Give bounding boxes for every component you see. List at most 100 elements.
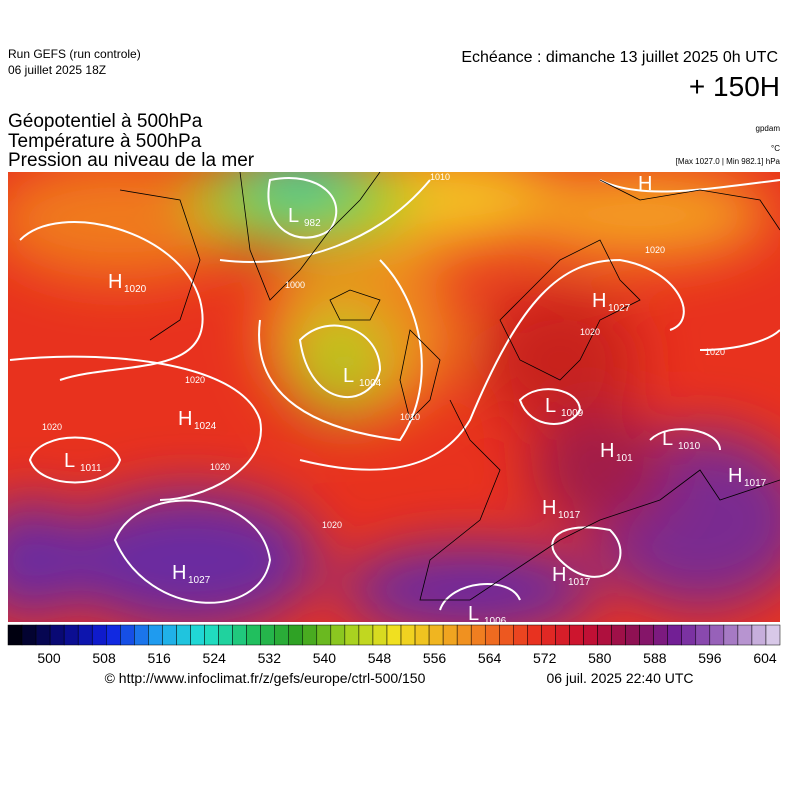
center-type: H bbox=[108, 271, 122, 293]
colorbar-label: 588 bbox=[643, 650, 667, 666]
center-pressure: 1024 bbox=[194, 421, 217, 432]
colorbar-label: 572 bbox=[533, 650, 557, 666]
center-pressure: 1009 bbox=[561, 408, 584, 419]
colorbar-swatch bbox=[77, 624, 93, 646]
unit: [Max 1027.0 | Min 982.1] hPa bbox=[676, 157, 781, 166]
colorbar-swatch bbox=[49, 624, 65, 646]
unit: °C bbox=[771, 144, 780, 153]
isobar-label: 1010 bbox=[430, 172, 450, 182]
colorbar-swatch bbox=[260, 624, 275, 646]
colorbar-label: 580 bbox=[588, 650, 612, 666]
colorbar-swatch bbox=[400, 624, 416, 646]
colorbar-label: 596 bbox=[698, 650, 722, 666]
colorbar-swatch bbox=[330, 624, 346, 646]
colorbar-swatch bbox=[63, 624, 79, 646]
center-type: L bbox=[343, 365, 354, 387]
colorbar-swatch bbox=[751, 624, 767, 646]
colorbar-swatch bbox=[414, 624, 430, 646]
colorbar-swatch bbox=[456, 624, 472, 646]
colorbar-swatch bbox=[106, 624, 121, 646]
center-pressure: 1006 bbox=[484, 616, 507, 627]
colorbar-swatch bbox=[344, 624, 360, 646]
colorbar-swatch bbox=[91, 624, 107, 646]
center-type: H bbox=[172, 562, 186, 584]
isobar-label: 1010 bbox=[400, 412, 420, 422]
colorbar-swatch bbox=[7, 624, 23, 646]
colorbar-swatch bbox=[190, 624, 205, 646]
colorbar-swatch bbox=[653, 624, 668, 646]
colorbar-swatch bbox=[176, 624, 191, 646]
colorbar-swatch bbox=[386, 624, 402, 646]
isobar-label: 1000 bbox=[285, 280, 305, 290]
colorbar-swatch bbox=[246, 624, 261, 646]
center-pressure: 1010 bbox=[678, 441, 701, 452]
center-type: L bbox=[288, 205, 299, 227]
colorbar-label: 564 bbox=[478, 650, 502, 666]
colorbar-swatch bbox=[35, 624, 51, 646]
colorbar-swatch bbox=[569, 624, 584, 646]
colorbar-swatch bbox=[484, 624, 500, 646]
colorbar-swatch bbox=[148, 624, 163, 646]
colorbar-swatch bbox=[723, 624, 739, 646]
colorbar-swatch bbox=[527, 624, 542, 646]
colorbar-swatch bbox=[611, 624, 626, 646]
colorbar-swatch bbox=[667, 624, 682, 646]
colorbar-swatch bbox=[120, 624, 135, 646]
colorbar-label: 516 bbox=[147, 650, 171, 666]
title: Pression au niveau de la mer bbox=[8, 150, 255, 171]
center-pressure: 1027 bbox=[608, 303, 631, 314]
center-type: H bbox=[178, 408, 192, 430]
center-pressure: 101 bbox=[616, 453, 633, 464]
center-type: H bbox=[592, 290, 606, 312]
colorbar-swatch bbox=[134, 624, 149, 646]
center-type: H bbox=[638, 173, 652, 195]
center-pressure: 1011 bbox=[80, 463, 102, 474]
unit: gpdam bbox=[756, 124, 781, 133]
colorbar-label: 604 bbox=[753, 650, 777, 666]
isobar-label: 1020 bbox=[210, 462, 230, 472]
center-type: L bbox=[545, 395, 556, 417]
source: © http://www.infoclimat.fr/z/gefs/europe… bbox=[105, 670, 426, 686]
colorbar-swatch bbox=[555, 624, 570, 646]
colorbar-swatch bbox=[442, 624, 458, 646]
coastlines bbox=[119, 172, 780, 601]
colorbar-swatch bbox=[583, 624, 598, 646]
center-pressure: 1027 bbox=[188, 575, 211, 586]
center-pressure: 1017 bbox=[568, 577, 591, 588]
colorbar-swatch bbox=[21, 624, 37, 646]
colorbar-swatch bbox=[470, 624, 486, 646]
center-type: H bbox=[552, 564, 566, 586]
lead-time: + 150H bbox=[689, 71, 780, 102]
center-type: L bbox=[64, 450, 75, 472]
colorbar-label: 500 bbox=[37, 650, 61, 666]
colorbar-label: 508 bbox=[92, 650, 116, 666]
isobar-label: 1020 bbox=[705, 347, 725, 357]
colorbar-swatch bbox=[597, 624, 612, 646]
colorbar-swatch bbox=[695, 624, 711, 646]
run: Run GEFS (run controle) bbox=[8, 47, 141, 61]
map bbox=[8, 172, 780, 622]
center-type: L bbox=[468, 603, 479, 625]
colorbar-swatch bbox=[302, 624, 318, 646]
colorbar-swatch bbox=[541, 624, 556, 646]
colorbar-label: 532 bbox=[258, 650, 282, 666]
isobar-label: 1020 bbox=[322, 520, 342, 530]
colorbar-swatch bbox=[372, 624, 388, 646]
center-pressure: 1020 bbox=[124, 284, 147, 295]
colorbar-swatch bbox=[709, 624, 725, 646]
colorbar-swatch bbox=[639, 624, 654, 646]
center-pressure: 1017 bbox=[744, 478, 767, 489]
colorbar-swatch bbox=[513, 624, 528, 646]
colorbar-swatch bbox=[274, 624, 289, 646]
colorbar: 500 508 516 524 532 540 548 556 564 572 580 588 596 6… bbox=[7, 624, 781, 666]
colorbar-swatch bbox=[232, 624, 247, 646]
center-pressure: 982 bbox=[304, 218, 321, 229]
run-date: 06 juillet 2025 18Z bbox=[8, 63, 106, 77]
isobars bbox=[9, 177, 780, 611]
center-pressure: 1017 bbox=[558, 510, 581, 521]
title: Géopotentiel à 500hPa bbox=[8, 111, 203, 132]
colorbar-swatch bbox=[218, 624, 233, 646]
generated: 06 juil. 2025 22:40 UTC bbox=[546, 670, 693, 686]
colorbar-swatch bbox=[288, 624, 304, 646]
